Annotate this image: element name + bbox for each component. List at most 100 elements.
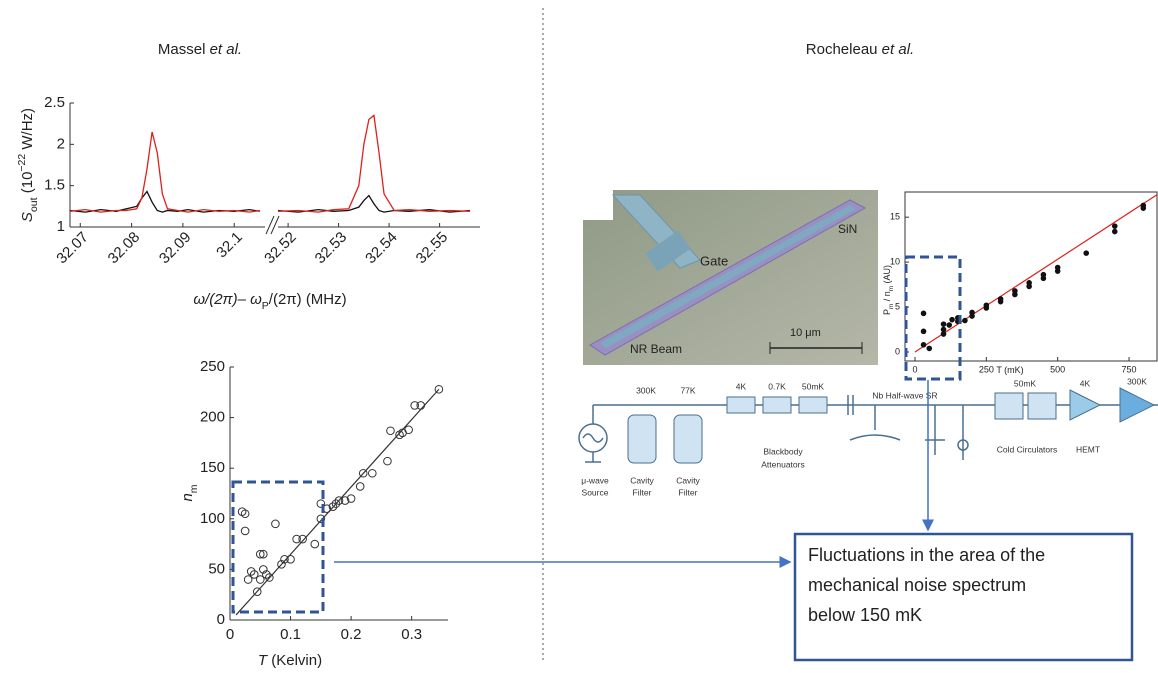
point (368, 468, 377, 478)
point (255, 575, 265, 584)
y-tick-label: 200 (200, 409, 225, 426)
axis-label-part: T (mK) (996, 365, 1023, 375)
annotation-text: Fluctuations in the area of the (808, 545, 1045, 565)
component-label: Filter (679, 487, 698, 497)
point (969, 309, 975, 316)
image-label: SiN (838, 222, 857, 236)
y-tick-label: 100 (200, 510, 225, 527)
x-tick-label: 0 (912, 364, 917, 374)
point (410, 401, 419, 410)
stage-label: Nb Half-wave SR (872, 390, 937, 400)
y-tick-label: 1.5 (44, 177, 65, 194)
stage-label: 300K (636, 385, 656, 395)
point (240, 509, 250, 519)
x-tick-label: 0.3 (401, 626, 422, 643)
y-tick-label: 0 (895, 346, 900, 356)
point (1012, 288, 1018, 294)
axis-label: T (Kelvin) (258, 652, 322, 669)
x-tick-label: 32.55 (413, 229, 452, 268)
component-label: Cold Circulators (997, 444, 1057, 454)
point (259, 565, 268, 574)
axis-label-part: P (262, 300, 269, 312)
point (1026, 279, 1032, 286)
axis-label-part: / n (882, 291, 892, 304)
y-tick-label: 5 (895, 301, 900, 311)
image-label: NR Beam (630, 342, 682, 356)
stage-label: 300K (1127, 376, 1147, 386)
point (298, 534, 307, 544)
component-label: Cavity (630, 475, 654, 485)
point (292, 534, 301, 544)
point (997, 296, 1004, 302)
x-tick-label: 0 (226, 626, 234, 643)
point (1083, 250, 1090, 256)
point (246, 567, 256, 576)
annotation-text: mechanical noise spectrum (808, 575, 1026, 595)
panel-title: Massel et al. (158, 41, 242, 58)
point (259, 549, 268, 559)
axis-label-part: (AU) (882, 265, 892, 286)
x-tick-label: 32.08 (105, 229, 144, 268)
x-tick-label: 32.09 (156, 229, 195, 268)
axis-label-part: (10 (19, 172, 36, 198)
axis-label-part: T (258, 652, 269, 669)
point (949, 316, 955, 323)
point (262, 570, 271, 579)
point (331, 499, 341, 508)
series-line (69, 131, 260, 213)
axis-break (265, 215, 280, 235)
point (940, 321, 947, 327)
point (383, 456, 392, 466)
point (358, 468, 368, 478)
point (1111, 228, 1118, 235)
x-tick-label: 0.1 (280, 626, 301, 643)
x-tick-label: 750 (1122, 364, 1137, 374)
stage-label: 77K (680, 385, 695, 395)
point (346, 494, 356, 503)
series-line (277, 194, 470, 213)
point (404, 425, 413, 435)
stage-label: 50mK (802, 381, 825, 391)
point (316, 514, 326, 524)
component-label: Cavity (676, 475, 700, 485)
series-line (69, 190, 260, 213)
point (280, 554, 289, 564)
axis-label-part: S (19, 212, 36, 222)
component-label: Source (582, 487, 609, 497)
plot-frame (904, 191, 1158, 362)
component-label: HEMT (1076, 444, 1100, 454)
x-tick-label: 32.53 (312, 229, 351, 268)
y-tick-label: 250 (200, 358, 225, 375)
point (1054, 264, 1061, 271)
axis-label: ω/(2π)– ωP/(2π) (MHz) (193, 291, 346, 312)
fit-line (914, 194, 1158, 353)
annotation-box (793, 532, 1134, 662)
point (962, 317, 968, 324)
axis-label: nm (179, 484, 200, 501)
point (434, 384, 444, 394)
panel-title: Rocheleau et al. (806, 41, 914, 58)
y-tick-label: 2 (57, 135, 65, 152)
y-tick-label: 50 (208, 560, 225, 577)
stage-label: 0.7K (768, 381, 786, 391)
x-tick-label: 32.1 (213, 229, 246, 262)
axis-label: T (mK) (996, 365, 1023, 375)
component-label: μ-wave (581, 475, 609, 485)
x-tick-label: 500 (1050, 364, 1065, 374)
circuit-diagram (578, 387, 1158, 464)
x-tick-label: 250 (979, 364, 994, 374)
point (252, 587, 262, 596)
axis-label-part: /(2π) (MHz) (269, 291, 347, 308)
point (1111, 223, 1118, 229)
point (926, 345, 933, 352)
x-tick-label: 32.52 (261, 229, 300, 268)
axis-label-part: out (28, 197, 40, 212)
stage-label: 50mK (1014, 378, 1037, 388)
component-label: Attenuators (761, 459, 804, 469)
y-tick-label: 15 (890, 212, 900, 222)
component-label: Filter (633, 487, 652, 497)
point (386, 426, 395, 436)
point (286, 554, 295, 564)
axis-label-part: (Kelvin) (267, 652, 322, 669)
point (240, 526, 250, 536)
